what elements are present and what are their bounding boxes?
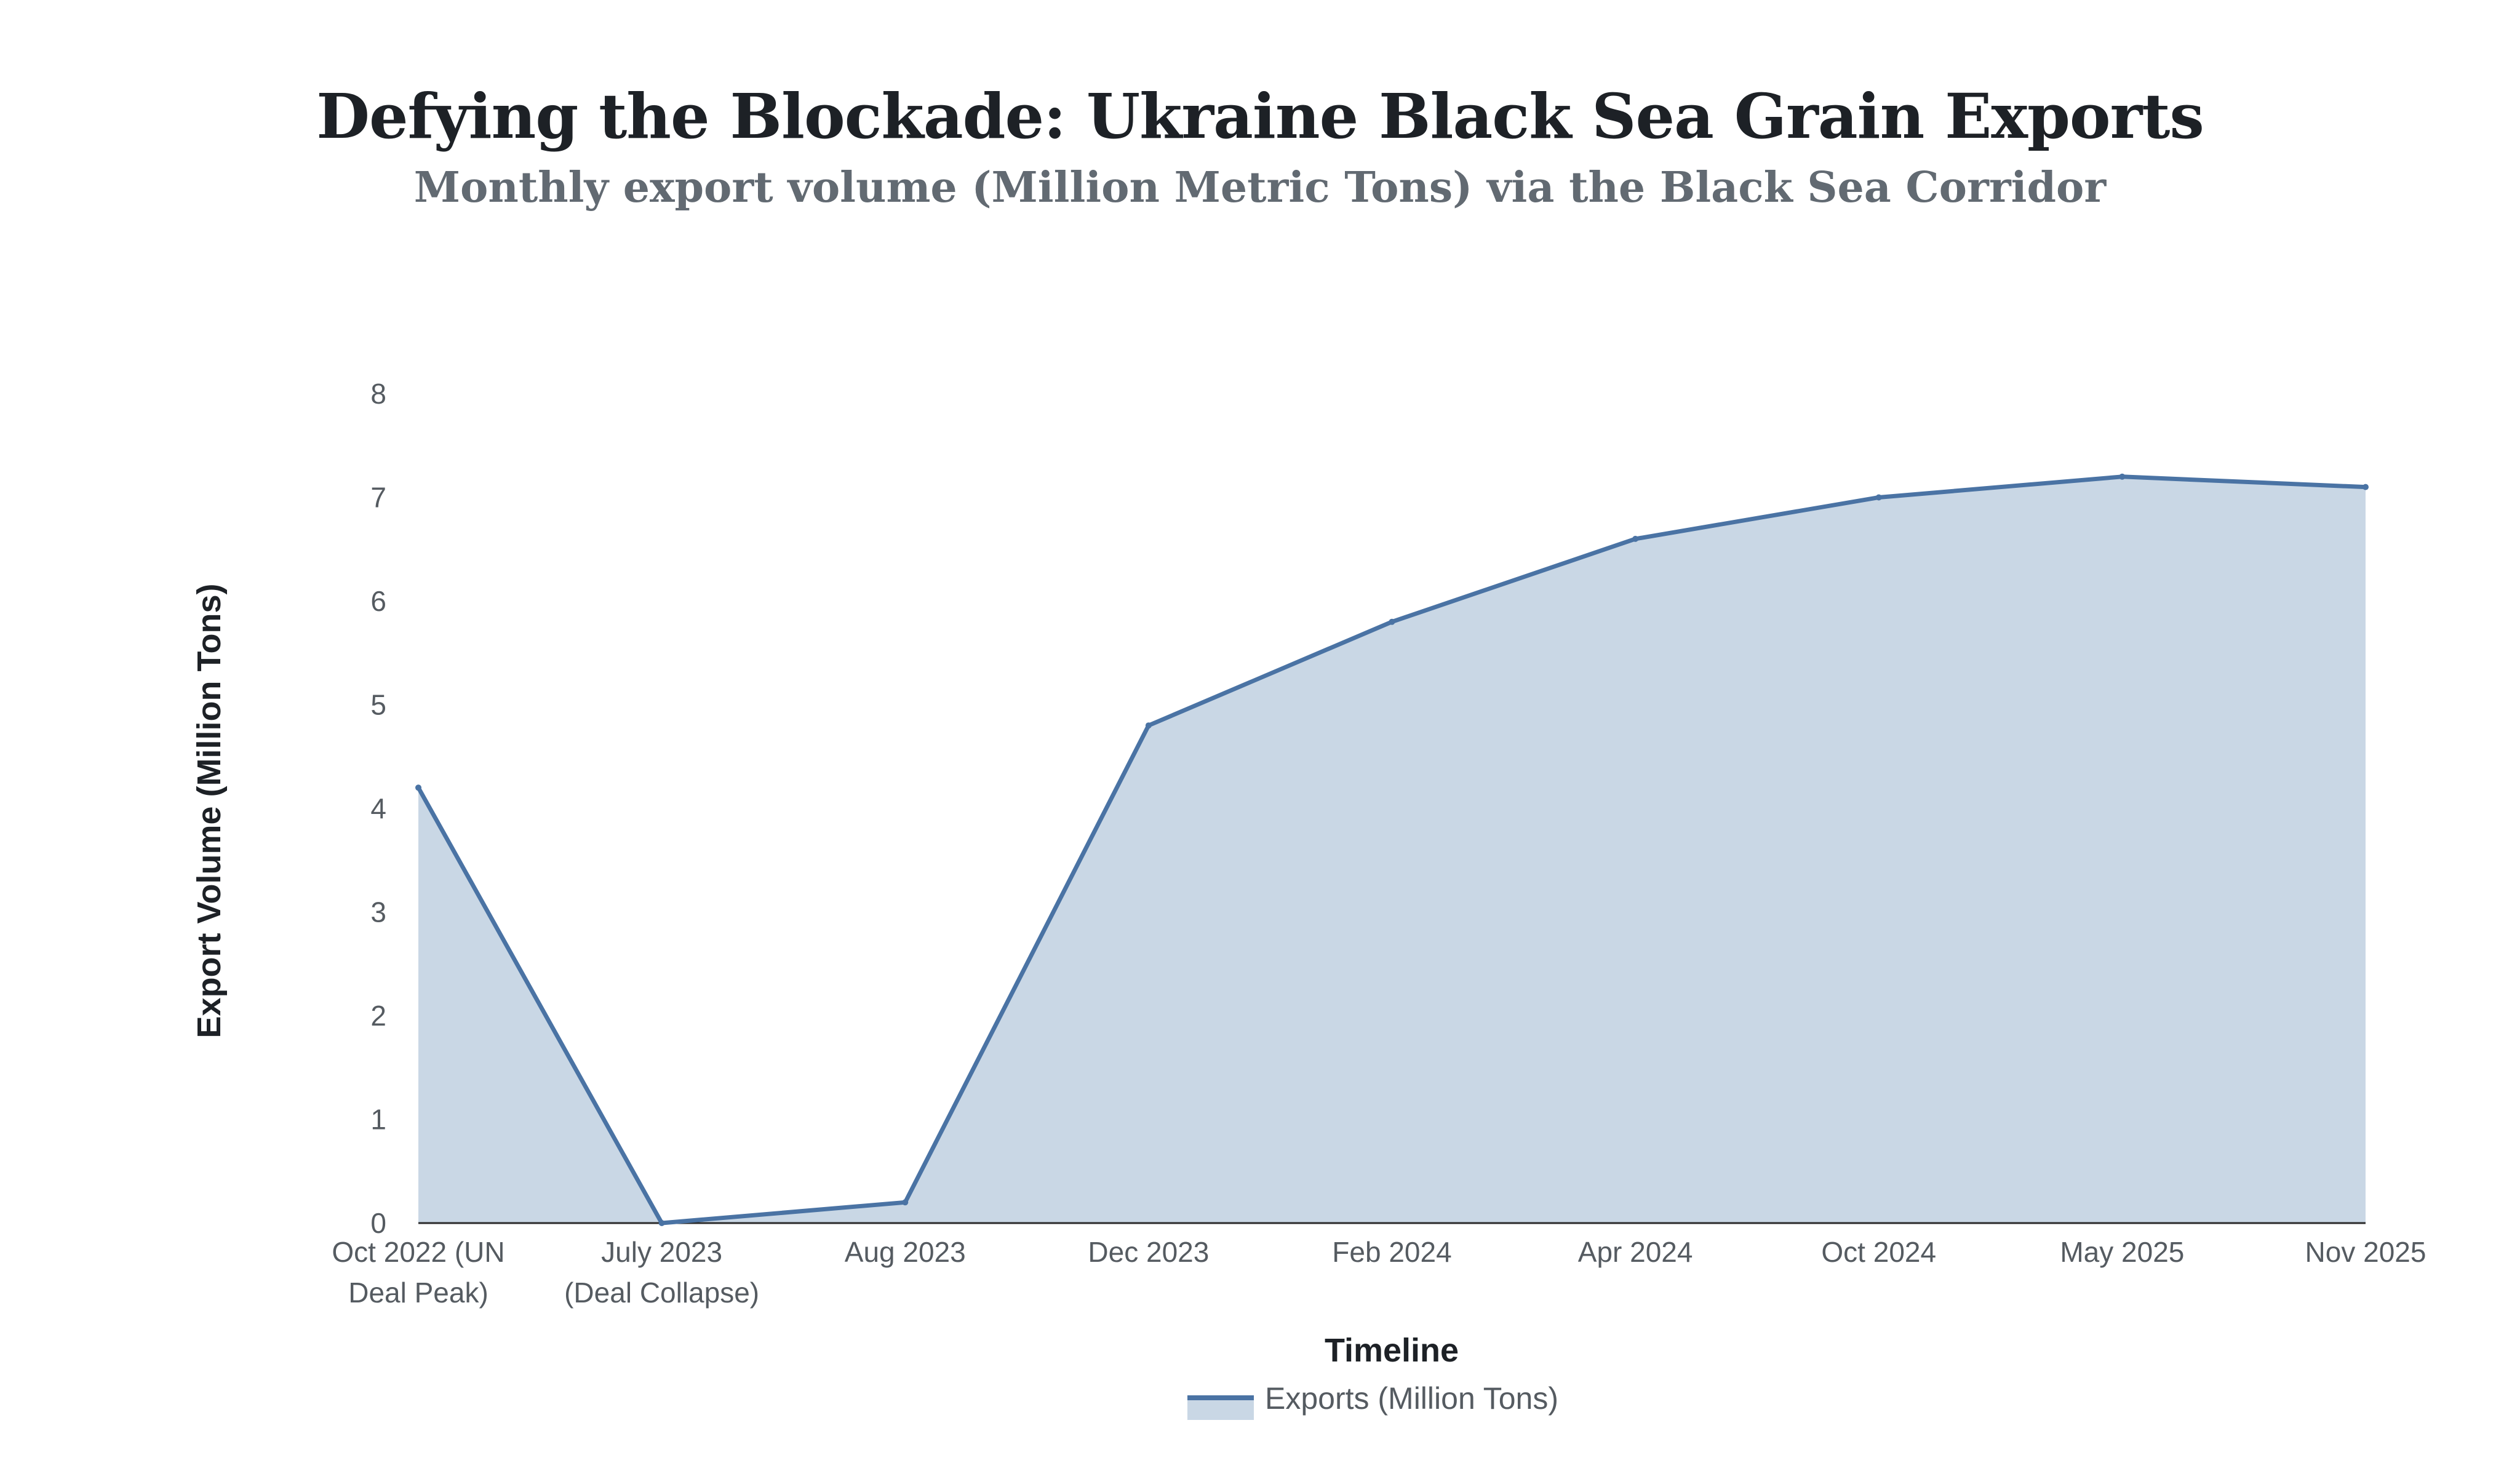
data-point-6[interactable] [1875, 494, 1882, 501]
legend[interactable]: Exports (Million Tons) [1187, 1381, 1558, 1420]
chart-title: Defying the Blockade: Ukraine Black Sea … [316, 80, 2204, 153]
x-axis-title: Timeline [1325, 1332, 1459, 1369]
y-tick-label: 8 [370, 378, 386, 410]
x-tick-label: Oct 2024 [1821, 1236, 1936, 1268]
y-tick-label: 5 [370, 689, 386, 721]
x-tick-label: May 2025 [2060, 1236, 2184, 1268]
x-tick-label: July 2023 (Deal Collapse) [564, 1236, 759, 1309]
legend-label: Exports (Million Tons) [1265, 1381, 1558, 1416]
y-axis-title: Export Volume (Million Tons) [191, 584, 228, 1038]
data-point-7[interactable] [2119, 473, 2126, 480]
x-tick-label: Apr 2024 [1578, 1236, 1693, 1268]
y-tick-label: 3 [370, 896, 386, 928]
plot-area [415, 473, 2369, 1226]
x-axis-ticks: Oct 2022 (UN Deal Peak) July 2023 (Deal Col… [332, 1236, 2426, 1309]
x-tick-label: Dec 2023 [1088, 1236, 1209, 1268]
x-tick-label: Feb 2024 [1332, 1236, 1451, 1268]
y-tick-label: 2 [370, 1000, 386, 1032]
y-tick-label: 1 [370, 1104, 386, 1136]
data-point-2[interactable] [902, 1199, 909, 1206]
y-tick-label: 6 [370, 585, 386, 617]
y-axis-ticks: 0 1 2 3 4 5 6 7 8 [370, 378, 386, 1239]
data-point-8[interactable] [2362, 484, 2369, 490]
data-point-3[interactable] [1145, 722, 1152, 729]
x-tick-label: Nov 2025 [2305, 1236, 2426, 1268]
data-point-1[interactable] [658, 1220, 665, 1226]
y-tick-label: 4 [370, 792, 386, 824]
data-point-0[interactable] [415, 784, 421, 791]
x-tick-label: Oct 2022 (UN Deal Peak) [332, 1236, 504, 1309]
series-area-fill [418, 476, 2366, 1223]
data-point-5[interactable] [1632, 535, 1639, 542]
legend-swatch-fill [1187, 1397, 1254, 1420]
data-point-4[interactable] [1389, 618, 1395, 625]
y-tick-label: 0 [370, 1207, 386, 1239]
x-tick-label: Aug 2023 [845, 1236, 966, 1268]
y-tick-label: 7 [370, 482, 386, 514]
chart-subtitle: Monthly export volume (Million Metric To… [413, 163, 2107, 212]
